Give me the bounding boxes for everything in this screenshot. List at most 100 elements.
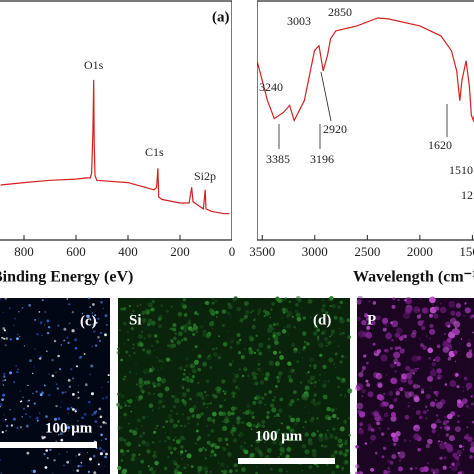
- map-speck: [275, 385, 278, 388]
- map-speck: [279, 422, 281, 424]
- map-speck: [266, 415, 270, 419]
- map-speck: [383, 469, 388, 474]
- map-speck: [355, 445, 359, 449]
- map-speck: [3, 375, 6, 378]
- map-speck: [278, 379, 280, 381]
- map-speck: [458, 343, 461, 345]
- map-speck: [193, 359, 199, 365]
- map-speck: [164, 432, 166, 434]
- map-speck: [229, 421, 231, 423]
- map-speck: [242, 411, 245, 415]
- map-speck: [253, 319, 255, 321]
- map-speck: [174, 468, 179, 472]
- map-speck: [241, 467, 246, 472]
- map-speck: [390, 432, 396, 438]
- map-speck: [146, 380, 151, 385]
- map-speck: [116, 402, 120, 407]
- map-speck: [35, 416, 39, 420]
- map-speck: [3, 329, 6, 332]
- map-speck: [189, 397, 192, 401]
- map-speck: [46, 457, 49, 459]
- map-speck: [220, 353, 222, 356]
- map-speck: [290, 417, 295, 423]
- map-speck: [222, 447, 227, 452]
- map-speck: [413, 433, 420, 441]
- map-speck: [251, 371, 257, 377]
- map-speck: [343, 419, 347, 424]
- map-speck: [238, 432, 244, 437]
- map-speck: [323, 445, 327, 448]
- x-tick-label: 1500: [459, 244, 474, 259]
- map-speck: [248, 349, 254, 355]
- map-speck: [129, 371, 132, 374]
- map-speck: [169, 418, 174, 424]
- map-speck: [391, 339, 394, 342]
- map-speck: [394, 332, 400, 338]
- map-speck: [472, 331, 474, 334]
- map-speck: [174, 332, 177, 335]
- map-speck: [317, 312, 319, 315]
- map-speck: [234, 406, 238, 410]
- map-speck: [204, 321, 206, 323]
- map-speck: [293, 390, 297, 394]
- map-speck: [429, 323, 434, 329]
- map-speck: [239, 409, 242, 411]
- map-speck: [230, 339, 235, 344]
- map-speck: [316, 464, 319, 468]
- map-speck: [236, 416, 241, 421]
- map-speck: [447, 356, 452, 361]
- map-speck: [76, 469, 80, 472]
- map-speck: [420, 343, 424, 347]
- map-speck: [186, 416, 191, 421]
- map-speck: [433, 468, 440, 474]
- map-speck: [227, 330, 229, 332]
- map-speck: [389, 363, 396, 369]
- map-speck: [292, 351, 294, 353]
- map-speck: [394, 361, 397, 365]
- map-speck: [232, 424, 235, 427]
- map-speck: [391, 454, 397, 460]
- map-speck: [192, 332, 196, 337]
- map-speck: [410, 332, 417, 339]
- map-speck: [330, 329, 336, 334]
- panel-label: (c): [80, 313, 97, 329]
- map-speck: [329, 304, 332, 308]
- map-speck: [51, 374, 55, 378]
- map-speck: [228, 394, 230, 395]
- map-speck: [227, 411, 232, 417]
- map-speck: [72, 377, 75, 380]
- map-speck: [186, 453, 192, 459]
- map-speck: [429, 435, 431, 437]
- map-speck: [123, 438, 127, 442]
- map-speck: [453, 350, 458, 355]
- peak-label: 3240: [259, 80, 283, 94]
- map-speck: [272, 331, 277, 337]
- map-speck: [12, 417, 16, 421]
- map-speck: [66, 298, 69, 300]
- map-speck: [277, 455, 280, 459]
- map-speck: [333, 363, 336, 365]
- map-speck: [128, 423, 130, 425]
- map-speck: [329, 296, 334, 300]
- map-speck: [266, 410, 270, 415]
- map-speck: [0, 403, 3, 406]
- map-speck: [128, 305, 131, 308]
- map-speck: [470, 402, 474, 406]
- map-speck: [327, 380, 330, 383]
- map-speck: [185, 364, 189, 368]
- map-speck: [416, 314, 421, 319]
- map-speck: [0, 298, 2, 300]
- map-speck: [124, 342, 126, 345]
- map-speck: [165, 420, 169, 424]
- map-speck: [325, 344, 328, 347]
- map-speck: [104, 314, 108, 318]
- map-speck: [271, 302, 275, 306]
- map-speck: [310, 416, 315, 421]
- plot-frame: [257, 0, 474, 241]
- map-speck: [158, 359, 162, 363]
- map-speck: [265, 455, 270, 459]
- x-tick-label: 3500: [249, 244, 275, 259]
- map-speck: [356, 299, 362, 305]
- map-speck: [451, 465, 458, 472]
- map-speck: [339, 318, 345, 324]
